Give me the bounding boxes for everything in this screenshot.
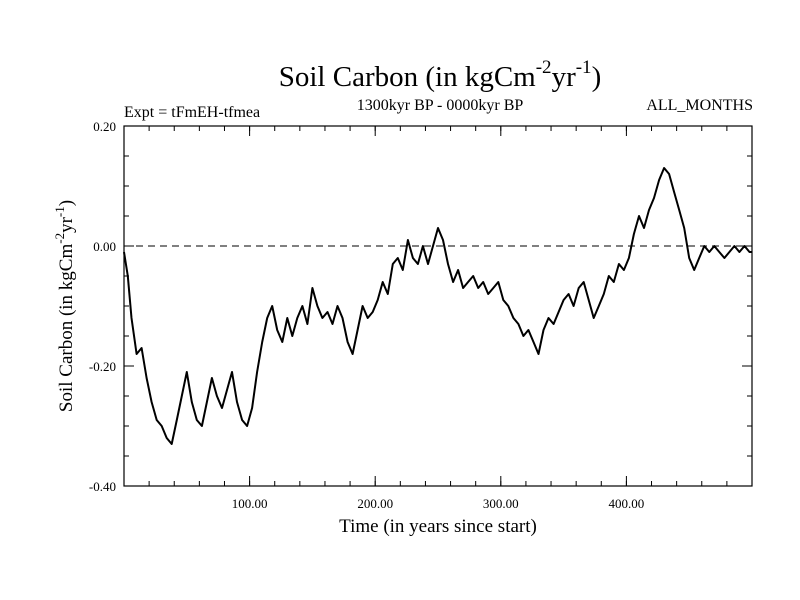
plot-frame: [123, 125, 753, 487]
x-tick-label: 400.00: [609, 496, 645, 511]
y-tick-label: 0.20: [93, 119, 116, 134]
x-tick-label: 300.00: [483, 496, 519, 511]
tick-labels: 100.00 200.00 300.00 400.00 0.20 0.00 -0.20 -0.…: [89, 119, 644, 511]
chart-title: Soil Carbon (in kgCm-2yr-1): [279, 57, 601, 93]
experiment-label: Expt = tFmEH-tfmea: [124, 104, 260, 121]
soil-carbon-series-line: [123, 167, 752, 445]
months-label: ALL_MONTHS: [646, 97, 753, 114]
time-range-label: 1300kyr BP - 0000kyr BP: [357, 97, 524, 114]
y-tick-label: -0.20: [89, 359, 116, 374]
minor-ticks: [124, 126, 752, 486]
major-ticks: [124, 126, 752, 486]
y-tick-label: -0.40: [89, 479, 116, 494]
x-tick-label: 200.00: [357, 496, 393, 511]
y-axis-label: Soil Carbon (in kgCm-2yr-1): [52, 200, 77, 412]
y-tick-label: 0.00: [93, 239, 116, 254]
x-axis-label: Time (in years since start): [339, 516, 537, 537]
x-tick-label: 100.00: [232, 496, 268, 511]
